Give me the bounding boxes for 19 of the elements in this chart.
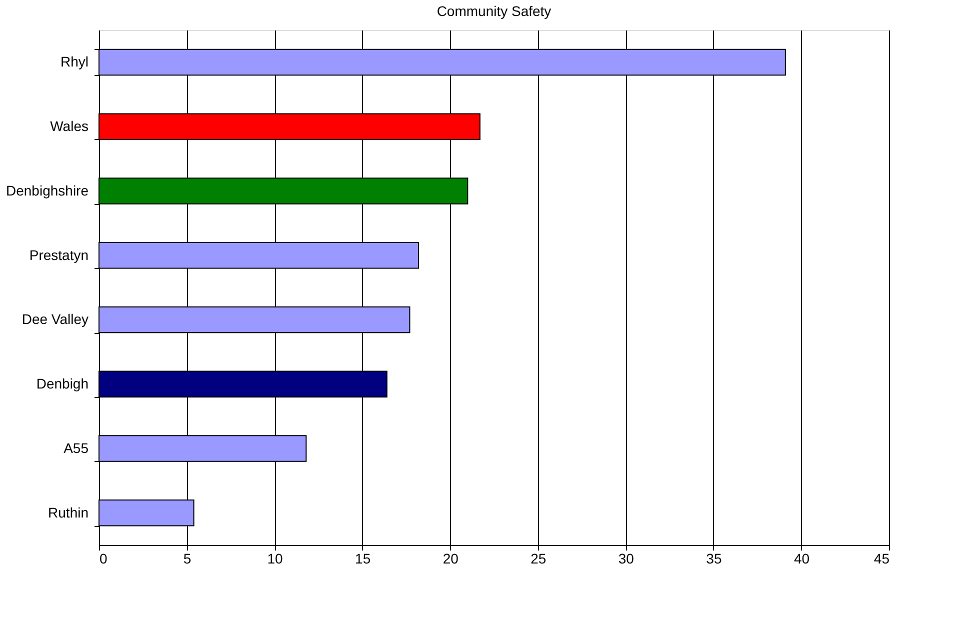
x-tick-label: 5 bbox=[183, 550, 192, 566]
x-tick-label: 10 bbox=[267, 550, 284, 566]
x-tick-label: 45 bbox=[874, 550, 890, 566]
y-tick-label: Wales bbox=[50, 118, 88, 134]
y-tick-label: A55 bbox=[64, 440, 89, 456]
x-tick-label: 15 bbox=[355, 550, 371, 566]
chart-title: Community Safety bbox=[436, 3, 552, 19]
y-tick-label: Ruthin bbox=[48, 504, 88, 520]
x-tick-label: 25 bbox=[530, 550, 546, 566]
y-tick-label: Denbigh bbox=[36, 376, 88, 392]
y-tick-label: Dee Valley bbox=[22, 311, 88, 328]
x-tick-label: 30 bbox=[618, 550, 634, 566]
x-tick-label: 40 bbox=[794, 550, 810, 566]
y-tick-label: Rhyl bbox=[60, 54, 88, 70]
x-tick-label: 35 bbox=[706, 550, 722, 566]
x-tick-label: 0 bbox=[100, 550, 108, 566]
y-tick-label: Prestatyn bbox=[29, 246, 88, 263]
x-tick-label: 20 bbox=[442, 550, 459, 566]
y-tick-label: Denbighshire bbox=[6, 182, 89, 198]
